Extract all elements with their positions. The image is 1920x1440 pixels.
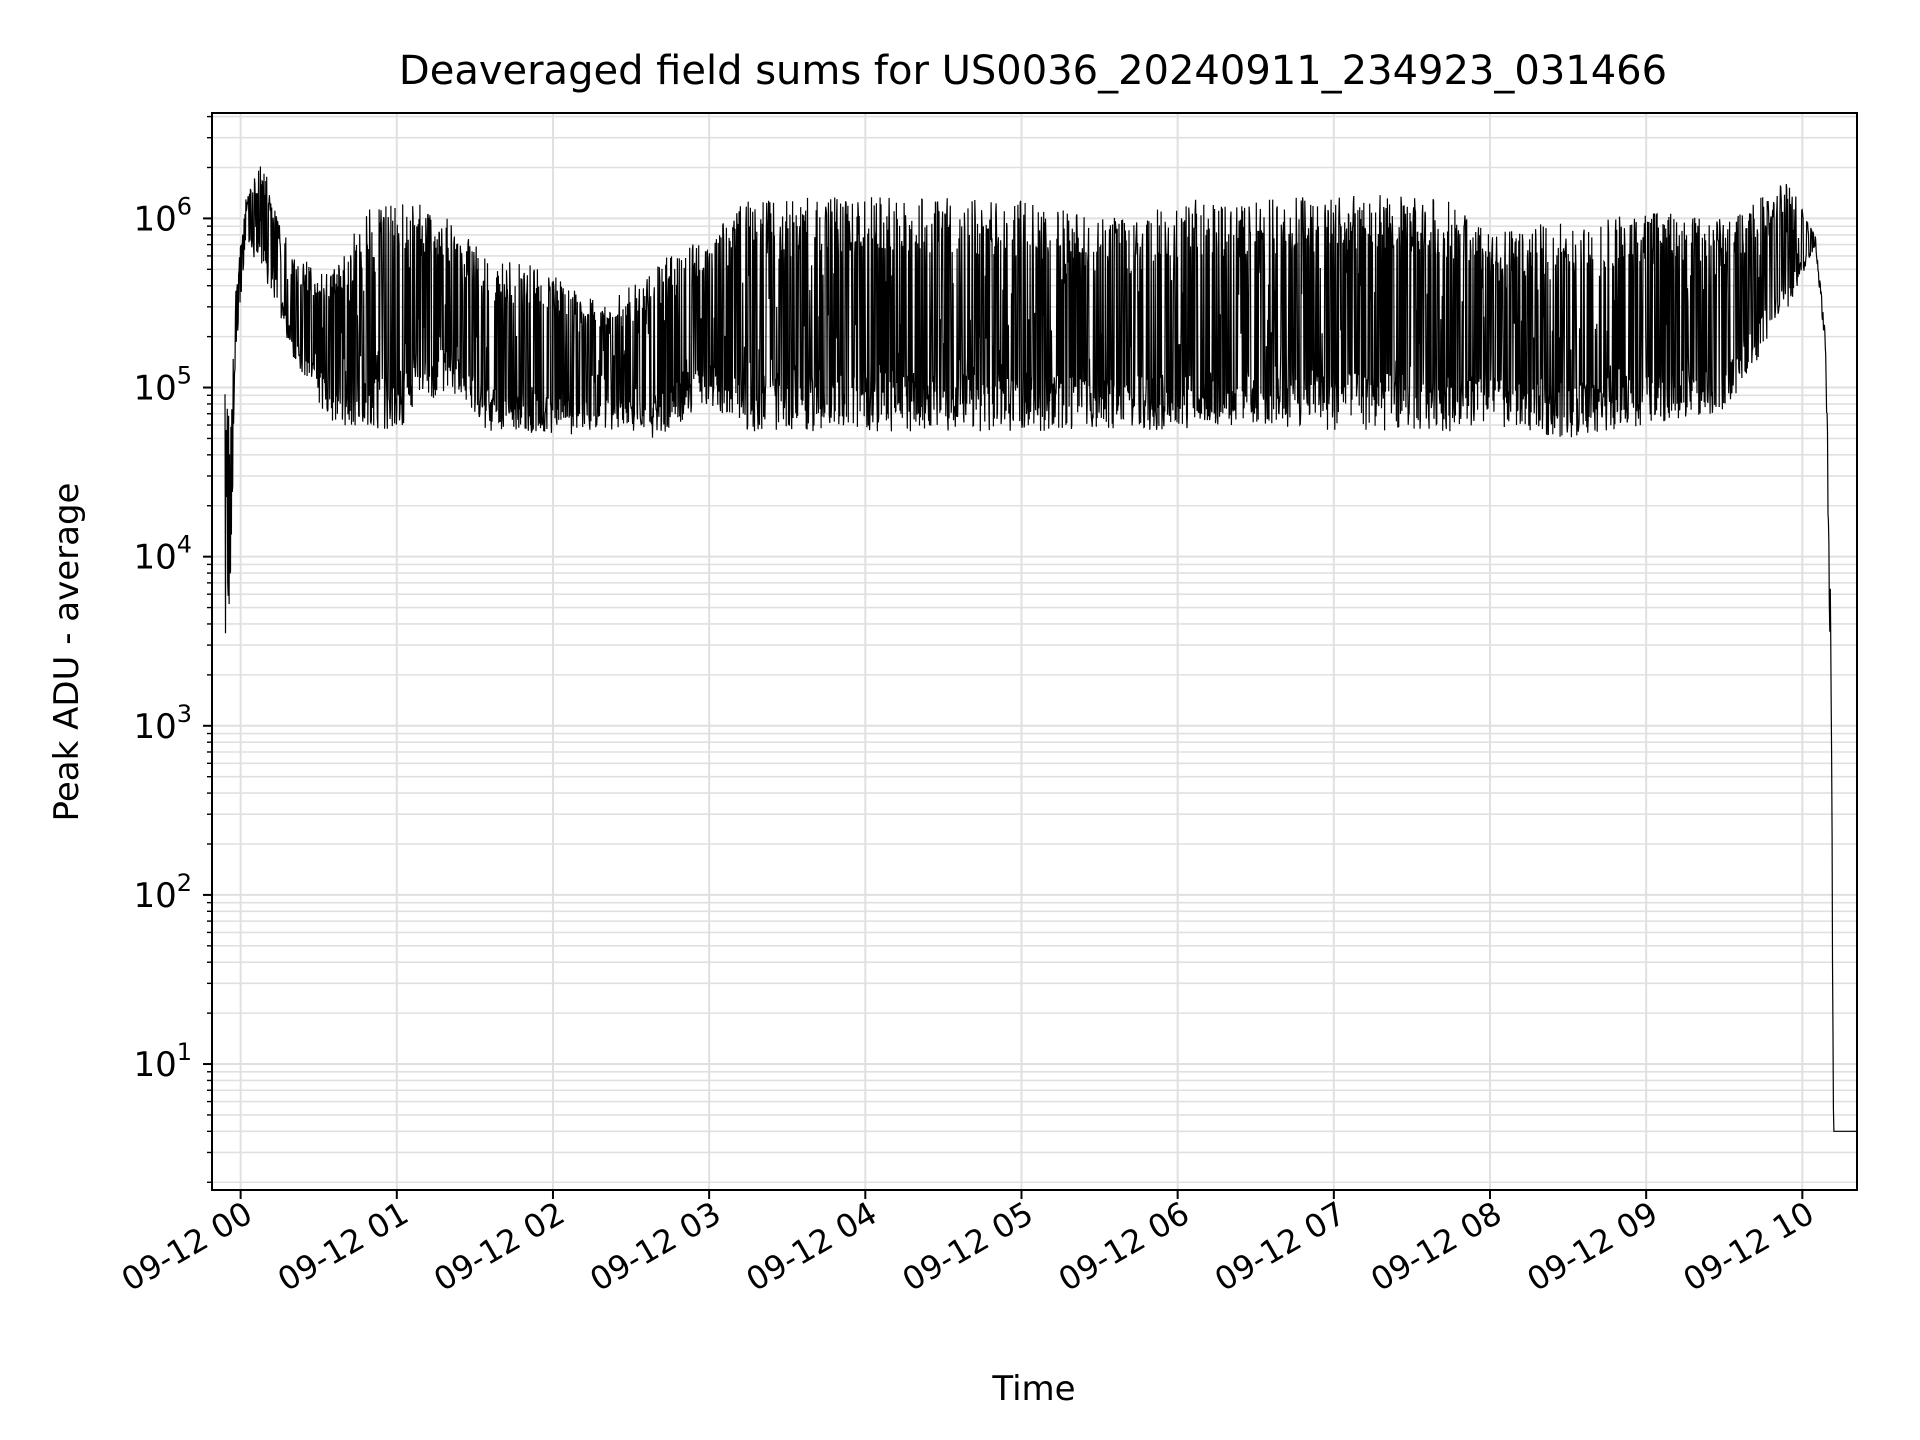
y-tick-label: 104 <box>133 531 192 578</box>
x-axis-label: Time <box>991 1369 1075 1409</box>
plot-area <box>211 112 1858 1191</box>
y-axis: 101 102 103 104 105 106 <box>133 115 212 1183</box>
data-series <box>224 166 1857 1132</box>
y-tick-label: 101 <box>133 1038 192 1085</box>
y-tick-label: 105 <box>133 362 192 409</box>
plot-background <box>212 113 1857 1190</box>
y-tick-label: 103 <box>133 700 192 747</box>
y-tick-label: 102 <box>133 869 192 916</box>
plot-frame <box>211 112 1858 1191</box>
chart-title: Deaveraged field sums for US0036_2024091… <box>399 48 1667 94</box>
y-tick-label: 106 <box>133 192 192 239</box>
series-line <box>224 166 1857 1132</box>
y-axis-label: Peak ADU - average <box>47 483 87 822</box>
